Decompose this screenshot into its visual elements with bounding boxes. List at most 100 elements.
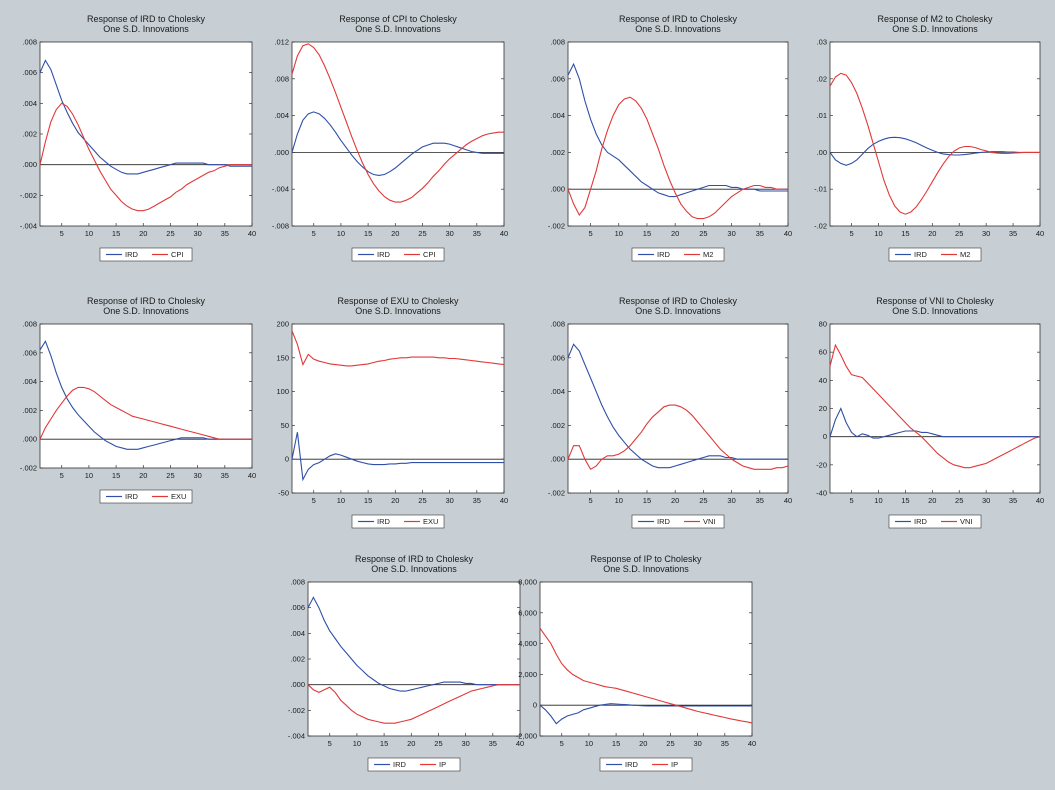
x-tick-label: 30 [727, 496, 735, 505]
plot-area [567, 323, 789, 494]
series-line-ird [307, 596, 520, 692]
series-line-ird [539, 703, 752, 725]
x-tick-label: 25 [166, 471, 174, 480]
y-tick-label: .004 [550, 111, 565, 120]
plot-area [291, 323, 505, 494]
x-tick-label: 20 [139, 471, 147, 480]
series-line-ird [829, 407, 1040, 439]
x-tick-label: 30 [445, 496, 453, 505]
legend-box [631, 514, 725, 529]
y-tick-label: 20 [819, 404, 827, 413]
y-tick-label: 50 [281, 421, 289, 430]
chart-title-line: Response of IRD to Cholesky [87, 296, 206, 306]
x-tick-label: 10 [615, 229, 623, 238]
x-tick-label: 25 [166, 229, 174, 238]
series-line-vni [829, 343, 1041, 469]
series-line-cpi [291, 43, 504, 203]
y-tick-label: .004 [550, 387, 565, 396]
x-tick-label: 35 [1009, 496, 1017, 505]
x-tick-label: 35 [721, 739, 729, 748]
x-tick-label: 5 [328, 739, 332, 748]
chart-panel-2: Response of CPI to Cholesky One S.D. Inno… [252, 8, 514, 278]
series-line-ird [567, 62, 788, 198]
series-line-exu [291, 330, 505, 367]
plot-area [829, 323, 1041, 494]
x-tick-label: 25 [434, 739, 442, 748]
chart-panel-10: Response of IP to Cholesky One S.D. Innov… [500, 548, 762, 788]
x-tick-label: 25 [955, 496, 963, 505]
y-tick-label: .006 [22, 68, 37, 77]
series-line-ip [307, 684, 520, 724]
legend-label: IRD [125, 492, 139, 501]
x-tick-label: 15 [901, 496, 909, 505]
legend-label: CPI [423, 250, 436, 259]
legend-label: IP [439, 760, 446, 769]
x-tick-label: 10 [337, 496, 345, 505]
x-tick-label: 10 [337, 229, 345, 238]
chart-panel-6: Response of EXU to Cholesky One S.D. Inno… [252, 290, 514, 545]
series-line-vni [567, 404, 789, 471]
legend-label: IRD [125, 250, 139, 259]
plot-area [829, 41, 1041, 227]
legend-box [888, 514, 982, 529]
plot-area [39, 41, 253, 227]
x-tick-label: 30 [461, 739, 469, 748]
x-tick-label: 5 [588, 229, 592, 238]
x-tick-label: 20 [928, 496, 936, 505]
chart-title-line: Response of EXU to Cholesky [337, 296, 459, 306]
x-tick-label: 10 [585, 739, 593, 748]
y-tick-label: 2,000 [518, 670, 537, 679]
plot-area [307, 581, 521, 737]
y-tick-label: 4,000 [518, 639, 537, 648]
y-tick-label: 6,000 [518, 608, 537, 617]
chart-title-line: Response of VNI to Cholesky [876, 296, 994, 306]
x-tick-label: 5 [849, 496, 853, 505]
y-tick-label: -.004 [288, 732, 305, 741]
chart-panel-5: Response of IRD to Cholesky One S.D. Inno… [0, 290, 262, 520]
y-tick-label: .03 [817, 38, 827, 47]
x-tick-label: 5 [60, 471, 64, 480]
y-tick-label: .002 [22, 406, 37, 415]
chart-title-line: One S.D. Innovations [103, 306, 189, 316]
x-tick-label: 35 [473, 496, 481, 505]
y-tick-label: -.008 [272, 222, 289, 231]
legend-label: IRD [657, 517, 671, 526]
y-tick-label: -.002 [288, 706, 305, 715]
legend-label: IRD [914, 250, 928, 259]
y-tick-label: .000 [274, 148, 289, 157]
x-tick-label: 10 [353, 739, 361, 748]
x-tick-label: 5 [560, 739, 564, 748]
x-tick-label: 30 [727, 229, 735, 238]
x-tick-label: 35 [489, 739, 497, 748]
legend-label: IRD [657, 250, 671, 259]
legend-box [99, 247, 193, 262]
x-tick-label: 5 [312, 229, 316, 238]
chart-panel-3: Response of IRD to Cholesky One S.D. Inno… [528, 8, 798, 278]
x-tick-label: 35 [1009, 229, 1017, 238]
x-tick-label: 40 [516, 739, 524, 748]
x-tick-label: 15 [364, 496, 372, 505]
series-line-m2 [567, 96, 788, 220]
x-tick-label: 10 [85, 229, 93, 238]
x-tick-label: 35 [756, 496, 764, 505]
legend-label: VNI [703, 517, 716, 526]
y-tick-label: .008 [22, 320, 37, 329]
x-tick-label: 10 [874, 229, 882, 238]
x-tick-label: 20 [407, 739, 415, 748]
chart-panel-7: Response of IRD to Cholesky One S.D. Inno… [528, 290, 798, 545]
legend-label: IP [671, 760, 678, 769]
x-tick-label: 40 [500, 229, 508, 238]
legend-box [351, 247, 445, 262]
y-tick-label: .004 [290, 629, 305, 638]
legend-box [351, 514, 445, 529]
plot-area [291, 41, 505, 227]
y-tick-label: .002 [22, 130, 37, 139]
x-tick-label: 30 [693, 739, 701, 748]
y-tick-label: -40 [816, 489, 827, 498]
